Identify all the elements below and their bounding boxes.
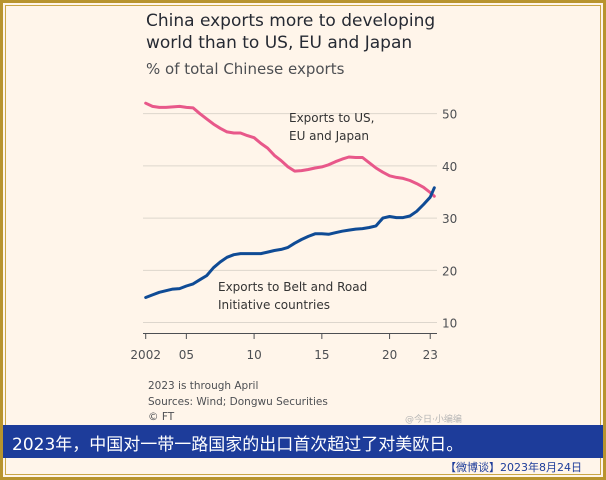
series-layer (144, 101, 436, 299)
note-period: 2023 is through April (148, 380, 259, 392)
x-tick-label-2015: 15 (314, 348, 329, 362)
y-tick-label-20: 20 (442, 264, 457, 278)
us-eu-japan-label-1: Exports to US, (289, 111, 374, 125)
us-eu-japan-label-2: EU and Japan (289, 129, 369, 143)
note-copyright: © FT (148, 411, 175, 423)
belt-and-road-line (144, 186, 436, 299)
label-layer: Exports to US, EU and Japan Exports to Bel… (218, 111, 374, 312)
watermark-text: @今日·小编编 (405, 415, 462, 425)
caption-bar: 2023年，中国对一带一路国家的出口首次超过了对美欧日。 (3, 425, 603, 458)
y-tick-label-30: 30 (442, 212, 457, 226)
x-tick-label-2023: 23 (423, 348, 438, 362)
y-tick-label-40: 40 (442, 160, 457, 174)
note-sources: Sources: Wind; Dongwu Securities (148, 396, 328, 408)
belt-and-road-label-1: Exports to Belt and Road (218, 280, 367, 294)
footer-source: 【微博谈】2023年8月24日 (445, 461, 582, 474)
us-eu-japan-line (144, 101, 436, 198)
chart-title: China exports more to developing world t… (146, 11, 436, 53)
x-tick-label-2005: 05 (179, 348, 194, 362)
x-tick-label-2020: 20 (382, 348, 397, 362)
x-tick-label-2010: 10 (246, 348, 261, 362)
caption-text: 2023年，中国对一带一路国家的出口首次超过了对美欧日。 (12, 435, 464, 455)
y-tick-label-10: 10 (442, 317, 457, 331)
grid-layer: 10 20 30 40 50 2002 05 10 15 20 23 (130, 108, 457, 362)
belt-and-road-label-2: Initiative countries (218, 298, 330, 312)
x-tick-label-2002: 2002 (130, 348, 161, 362)
chart-subtitle: % of total Chinese exports (146, 60, 345, 78)
y-tick-label-50: 50 (442, 108, 457, 122)
